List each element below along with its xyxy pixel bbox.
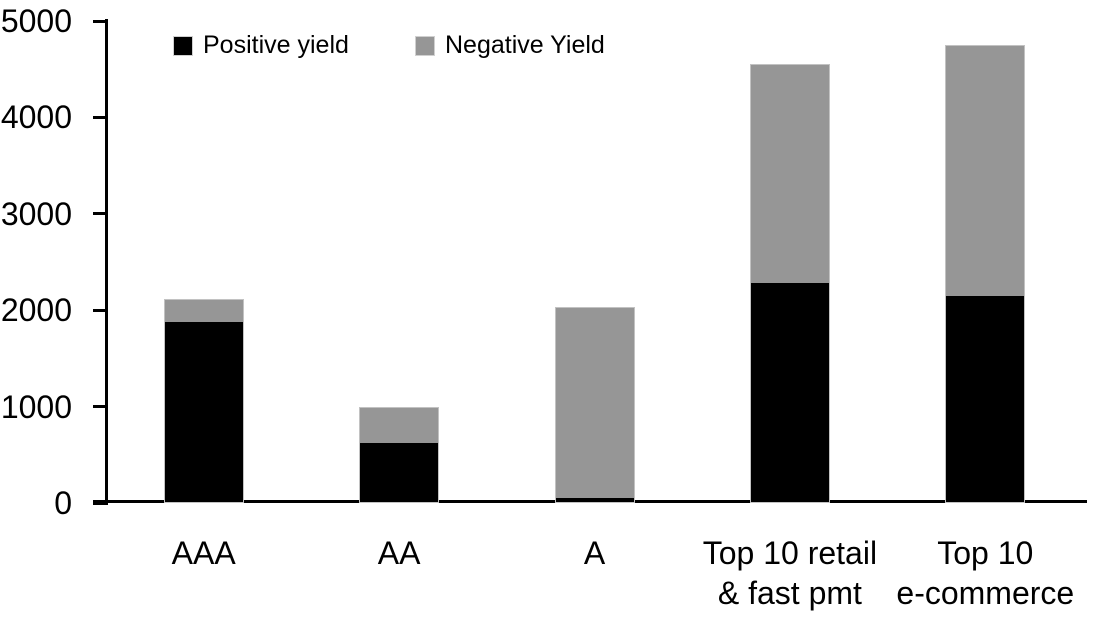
bar-segment-positive-yield [164,321,243,502]
x-axis-category-line: e-commerce [896,575,1075,611]
x-axis-category-line: A [583,535,606,571]
bar-segment-positive-yield [555,498,634,502]
y-axis-tick-label: 3000 [0,195,72,232]
legend-label-negative-yield: Negative Yield [445,31,605,59]
bar-column [163,298,244,503]
x-axis-category-line: & fast pmt [717,575,862,611]
negative-yield-swatch-icon [415,35,435,56]
bar-column [749,64,830,503]
x-axis-category-line: AAA [171,535,236,571]
bar-segment-positive-yield [750,283,829,502]
y-axis-tick-label: 0 [54,485,72,521]
y-axis-tick [93,19,105,23]
x-axis-category-label: A [475,533,715,573]
bar-segment-negative-yield [946,46,1025,296]
y-axis-tick-label: 1000 [0,388,72,425]
y-axis-tick [93,308,105,312]
y-axis-tick-label: 5000 [0,3,72,39]
x-axis-category-line: Top 10 retail [702,535,878,571]
legend-label-positive-yield: Positive yield [203,31,349,59]
bar-segment-positive-yield [360,442,439,502]
bar-column [554,307,635,503]
bar-column [359,406,440,503]
x-axis-category-label: AA [279,533,519,573]
positive-yield-swatch-icon [173,35,193,56]
bar-segment-negative-yield [555,308,634,499]
y-axis-tick-label: 2000 [0,292,72,329]
x-axis-category-label: AAA [84,533,324,573]
legend-item-negative-yield: Negative Yield [415,31,605,60]
bar-segment-positive-yield [946,295,1025,502]
legend-item-positive-yield: Positive yield [173,31,349,60]
y-axis-tick [93,405,105,409]
y-axis-line [105,19,108,505]
bar-segment-negative-yield [164,299,243,322]
x-axis-category-label: Top 10 e-commerce [865,533,1102,613]
x-axis-category-label: Top 10 retail & fast pmt [670,533,910,613]
x-axis-category-line: Top 10 [937,535,1034,571]
bar-column [945,45,1026,503]
bar-segment-negative-yield [360,407,439,443]
y-axis-tick [93,212,105,216]
y-axis-tick-label: 4000 [0,99,72,136]
bar-segment-negative-yield [750,65,829,284]
y-axis-tick [93,115,105,119]
x-axis-category-line: AA [377,535,421,571]
y-axis-tick [93,501,105,505]
